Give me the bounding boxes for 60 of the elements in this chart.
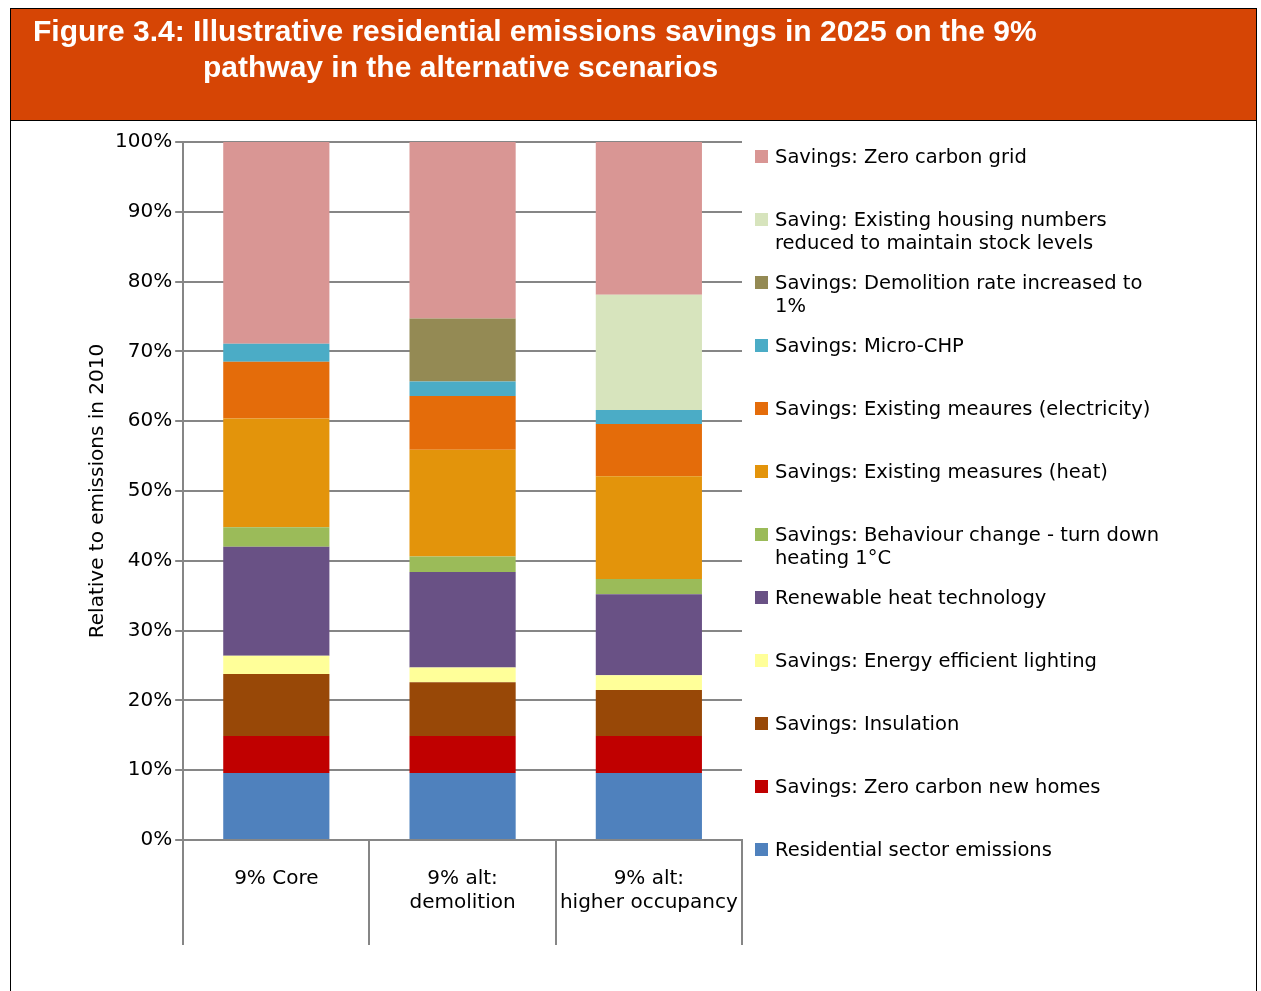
bar <box>595 736 702 773</box>
bar <box>409 449 516 557</box>
legend-label: Saving: Existing housing numbers reduced to maintain stock levels <box>775 208 1108 254</box>
chart-title: Figure 3.4: Illustrative residential emissions savings in 2025 on the 9% pathway in the alternative scenarios <box>11 9 1256 121</box>
y-tick-label: 30% <box>127 616 173 641</box>
bar <box>223 655 330 674</box>
bar <box>595 142 702 295</box>
bar <box>223 527 330 547</box>
bar <box>595 423 702 477</box>
legend-label: Savings: Behaviour change - turn down heating 1°C <box>775 523 1161 569</box>
bar <box>409 318 516 382</box>
y-tick-label: 10% <box>127 756 173 781</box>
bar <box>595 689 702 736</box>
y-tick-label: 60% <box>127 407 173 432</box>
legend-label: Savings: Micro-CHP <box>775 334 965 357</box>
bar <box>595 675 702 690</box>
bar <box>595 594 702 676</box>
y-tick-label: 50% <box>127 477 173 502</box>
bar <box>223 142 330 344</box>
bar <box>595 410 702 424</box>
y-tick-label: 40% <box>127 547 173 571</box>
bar <box>595 294 702 411</box>
bar <box>409 736 516 773</box>
legend-label: Savings: Existing meaures (electricity) <box>775 397 1152 420</box>
y-tick-label: 100% <box>114 128 173 153</box>
legend-label: Savings: Zero carbon grid <box>775 145 1028 168</box>
x-tick-label: 9% alt: higher occupancy <box>559 865 738 914</box>
bar <box>409 381 516 397</box>
y-tick-label: 20% <box>127 686 173 711</box>
legend-label: Savings: Insulation <box>775 712 961 735</box>
bar <box>595 476 702 579</box>
x-tick-label: 9% alt: demolition <box>409 865 516 914</box>
legend-label: Residential sector emissions <box>775 838 1053 861</box>
legend-label: Savings: Zero carbon new homes <box>775 775 1102 798</box>
bar <box>595 772 702 839</box>
legend-label: Savings: Existing measures (heat) <box>775 460 1109 483</box>
bar <box>409 571 516 668</box>
y-tick-label: 70% <box>127 337 173 362</box>
bar <box>595 578 702 595</box>
y-tick-label: 0% <box>140 826 173 851</box>
bar <box>223 736 330 773</box>
bar <box>409 682 516 736</box>
legend-label: Renewable heat technology <box>775 586 1048 609</box>
bar <box>223 772 330 839</box>
legend-label: Savings: Demolition rate increased to 1% <box>775 271 1144 317</box>
y-tick-label: 90% <box>127 198 173 222</box>
bar <box>409 556 516 572</box>
bar <box>223 361 330 419</box>
x-tick-label: 9% Core <box>234 865 319 890</box>
legend-label: Savings: Energy efficient lighting <box>775 649 1098 672</box>
bar <box>223 673 330 736</box>
bar <box>223 343 330 362</box>
bar <box>409 667 516 683</box>
y-tick-label: 80% <box>127 267 173 292</box>
bar <box>409 772 516 839</box>
bar <box>223 418 330 528</box>
bar <box>409 396 516 450</box>
y-axis-title: Relative to emissions in 2010 <box>84 343 109 639</box>
bar <box>409 142 516 319</box>
bar <box>223 546 330 656</box>
